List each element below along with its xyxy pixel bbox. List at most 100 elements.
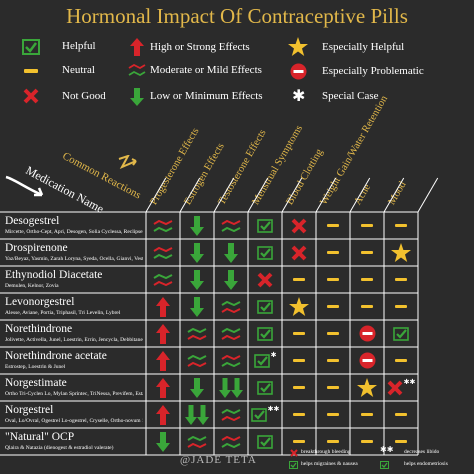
cell-star-icon [384, 239, 418, 266]
brand-names: Demulen, Kelnor, Zovia [5, 283, 59, 289]
cell-check-box-icon [248, 374, 282, 401]
legend-low: Low or Minimum Effects [150, 90, 263, 102]
cell-dash-icon [316, 320, 350, 347]
brand-names: Oval, Lo/Ovral, Ogestrel Lo-ogestrel, Cr… [5, 418, 143, 424]
x-icon [290, 449, 298, 457]
cell-x-icon [282, 212, 316, 239]
cell-dash-icon [282, 266, 316, 293]
medication-name: "Natural" OCP [5, 431, 75, 443]
legend-especially-problematic: Especially Problematic [322, 65, 424, 77]
cell-moderate-arrows-icon [180, 428, 214, 455]
cell-moderate-arrows-icon [214, 212, 248, 239]
cell-moderate-arrows-icon [146, 239, 180, 266]
cell-dash-icon [316, 347, 350, 374]
grid-line [417, 177, 439, 213]
cell-dash-icon [384, 428, 418, 455]
medication-name: Drospirenone [5, 242, 68, 254]
cell-star-icon [350, 374, 384, 401]
check-box-icon [22, 39, 40, 55]
cell-dash-icon [282, 320, 316, 347]
brand-names: Alesse, Aviane, Portia, Triphasil, Tri L… [5, 310, 121, 316]
cell-dash-icon [316, 401, 350, 428]
cell-x-icon [282, 239, 316, 266]
cell-dash-icon [350, 401, 384, 428]
squiggle-arrow-icon [118, 155, 137, 169]
cell-red-up-arrow-icon [146, 401, 180, 428]
cell-red-up-arrow-icon [146, 347, 180, 374]
cell-green-down-arrow-icon [180, 374, 214, 401]
grid-line [315, 177, 337, 213]
legend-not-good: Not Good [62, 90, 106, 102]
legend-high: High or Strong Effects [150, 41, 250, 53]
cell-x-icon: ✱✱ [384, 374, 418, 401]
medication-name: Norethindrone acetate [5, 350, 107, 362]
green-down-arrow-icon [130, 88, 144, 106]
grid-line [247, 177, 269, 213]
cell-dash-icon [384, 293, 418, 320]
medication-name: Norgestrel [5, 404, 54, 416]
cell-red-up-arrow-icon [146, 374, 180, 401]
snowflake-icon: ✱✱ [267, 405, 280, 413]
cell-red-up-arrow-icon [146, 320, 180, 347]
footnote-endometriosis: helps endometriosis [404, 461, 448, 467]
cell-moderate-arrows-icon [146, 212, 180, 239]
cell-dash-icon [282, 374, 316, 401]
cell-dash-icon [384, 266, 418, 293]
cell-double-green-down-arrow-icon [180, 401, 214, 428]
footnote-libido: decreases libido [404, 449, 440, 455]
brand-names: Ortho Tri-Cyclen Lo, Mylan Sprintec, Tri… [5, 391, 143, 397]
legend-special-case: Special Case [322, 90, 379, 102]
cell-dash-icon [384, 401, 418, 428]
cell-check-box-icon [248, 320, 282, 347]
cell-green-down-arrow-icon [214, 266, 248, 293]
cell-moderate-arrows-icon [214, 320, 248, 347]
cell-dash-icon [316, 293, 350, 320]
brand-names: Jolivette, Activella, Junel, Loestrin, E… [5, 337, 143, 343]
footnote-migraines: helps migraines & nausea [301, 461, 358, 467]
cell-green-down-arrow-icon [180, 212, 214, 239]
grid-line [281, 177, 303, 213]
medication-name: Norethindrone [5, 323, 73, 335]
cell-check-box-icon [248, 428, 282, 455]
cell-star-icon [282, 293, 316, 320]
cell-check-box-icon [248, 293, 282, 320]
brand-names: Qlaira & Natazia (dienogest & estradiol … [5, 445, 114, 451]
cell-dash-icon [350, 212, 384, 239]
grid-line [179, 177, 201, 213]
brand-names: Mircette, Ortho-Cept, Apri, Desogen, Sol… [5, 229, 143, 235]
cell-double-green-down-arrow-icon [214, 374, 248, 401]
cell-dash-icon [282, 401, 316, 428]
cell-check-box-icon: ✱✱ [248, 401, 282, 428]
moderate-arrows-icon [128, 64, 146, 76]
check-box-icon [289, 461, 298, 469]
cell-green-down-arrow-icon [180, 266, 214, 293]
cell-moderate-arrows-icon [180, 320, 214, 347]
check-box-icon [380, 461, 389, 469]
grid-line [349, 177, 371, 213]
cell-green-down-arrow-icon [214, 239, 248, 266]
cell-check-box-icon [248, 212, 282, 239]
cell-check-box-icon: ✱ [248, 347, 282, 374]
cell-moderate-arrows-icon [214, 401, 248, 428]
medication-name: Levonorgestrel [5, 296, 75, 308]
footer-handle: @JADE TETA [180, 454, 257, 466]
cell-moderate-arrows-icon [214, 293, 248, 320]
cell-moderate-arrows-icon [180, 347, 214, 374]
snowflake-icon: ✱✱ [403, 378, 416, 386]
star-icon [288, 37, 308, 56]
cell-dash-icon [316, 374, 350, 401]
cell-green-down-arrow-icon [146, 428, 180, 455]
medication-name: Norgestimate [5, 377, 67, 389]
cell-green-down-arrow-icon [180, 239, 214, 266]
cell-moderate-arrows-icon [146, 266, 180, 293]
snowflake-icon: ✱ [292, 86, 306, 105]
cell-dash-icon [316, 212, 350, 239]
cell-dash-icon [316, 266, 350, 293]
cell-check-box-icon [248, 239, 282, 266]
legend-especially-helpful: Especially Helpful [322, 41, 405, 53]
grid-line [213, 177, 235, 213]
legend-neutral: Neutral [62, 64, 95, 76]
cell-dash-icon [350, 239, 384, 266]
no-entry-icon [290, 63, 307, 80]
